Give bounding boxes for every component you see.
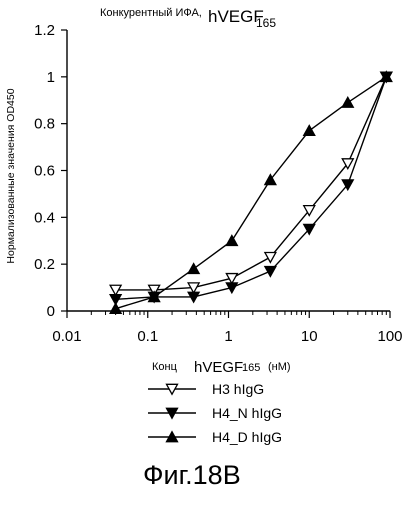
y-tick-label: 0.8: [34, 116, 55, 133]
series-line: [115, 76, 387, 300]
legend-item-1: H3 hIgG: [148, 381, 264, 397]
data-point: [341, 179, 355, 192]
y-tick-label: 0.6: [34, 163, 55, 180]
x-axis-label-sub: 165: [242, 362, 260, 374]
x-axis-label-unit: (нМ): [268, 361, 291, 373]
y-tick-label: 0: [47, 303, 55, 320]
data-point: [341, 158, 355, 171]
legend-label: H4_D hIgG: [212, 429, 282, 445]
data-point: [225, 234, 239, 247]
data-point: [109, 284, 123, 297]
legend-item-2: H4_N hIgG: [148, 405, 282, 421]
legend-marker: [165, 383, 179, 396]
data-point: [302, 204, 316, 217]
data-point: [187, 262, 201, 275]
y-tick-label: 0.4: [34, 209, 55, 226]
y-tick-label: 1.2: [34, 22, 55, 39]
data-point: [263, 251, 277, 264]
y-tick-label: 0.2: [34, 256, 55, 273]
y-tick-label: 1: [47, 69, 55, 86]
data-point: [187, 291, 201, 304]
legend-marker: [165, 430, 179, 443]
legend: H3 hIgG H4_N hIgG H4_D hIgG: [148, 381, 282, 445]
x-tick-label: 1: [224, 328, 232, 345]
data-point: [302, 223, 316, 236]
data-point: [147, 284, 161, 297]
data-point: [263, 173, 277, 186]
y-axis-label: Нормализованные значения OD450: [5, 88, 17, 263]
x-tick-label: 100: [377, 328, 402, 345]
data-point: [187, 282, 201, 295]
chart-title-sub: 165: [256, 16, 276, 30]
legend-item-3: H4_D hIgG: [148, 429, 282, 445]
data-point: [263, 265, 277, 278]
chart-title-main: hVEGF: [208, 7, 264, 26]
data-point: [109, 302, 123, 314]
series-3: [109, 70, 393, 314]
series-line: [115, 76, 387, 310]
figure-caption: Фиг.18B: [143, 460, 241, 490]
data-point: [341, 96, 355, 108]
x-tick-label: 0.01: [52, 328, 81, 345]
legend-label: H3 hIgG: [212, 381, 264, 397]
data-point: [147, 290, 161, 303]
series-line: [115, 76, 387, 291]
series-layer: [109, 70, 393, 314]
chart-title-prefix: Конкурентный ИФА,: [100, 7, 202, 19]
x-tick-label: 0.1: [137, 328, 158, 345]
data-point: [379, 70, 393, 83]
x-axis-label-main: hVEGF: [194, 359, 243, 376]
legend-label: H4_N hIgG: [212, 405, 282, 421]
data-point: [225, 282, 239, 295]
data-point: [225, 272, 239, 285]
x-axis-label-prefix: Конц: [152, 361, 178, 373]
data-point: [109, 293, 123, 306]
data-point: [302, 124, 316, 137]
series-2: [109, 71, 393, 306]
x-tick-label: 10: [301, 328, 318, 345]
legend-marker: [165, 407, 179, 420]
